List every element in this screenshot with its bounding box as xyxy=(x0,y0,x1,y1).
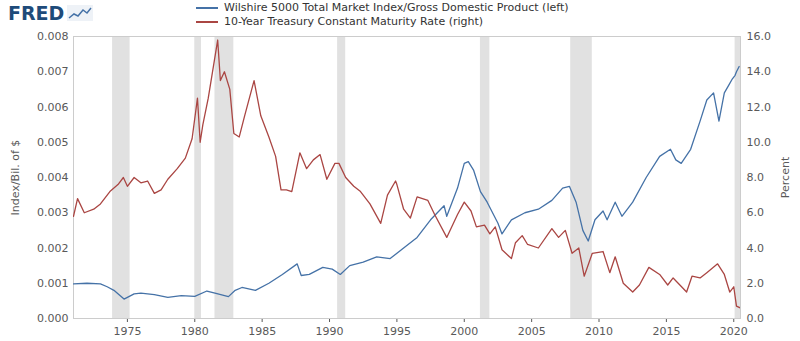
svg-text:16.0: 16.0 xyxy=(747,30,772,43)
svg-text:2020: 2020 xyxy=(720,325,748,338)
svg-text:2010: 2010 xyxy=(585,325,613,338)
svg-text:4.0: 4.0 xyxy=(747,242,765,255)
html-text:10-Year Treasury Constant Matu: 10-Year Treasury Constant Maturity Rate … xyxy=(224,15,484,28)
svg-text:0.008: 0.008 xyxy=(37,30,69,43)
svg-text:12.0: 12.0 xyxy=(747,101,772,114)
svg-text:0.006: 0.006 xyxy=(37,101,69,114)
svg-text:0.001: 0.001 xyxy=(37,277,69,290)
svg-text:0.000: 0.000 xyxy=(37,312,69,325)
svg-text:1980: 1980 xyxy=(181,325,209,338)
svg-text:1995: 1995 xyxy=(383,325,411,338)
svg-text:0.004: 0.004 xyxy=(37,171,69,184)
svg-text:0.002: 0.002 xyxy=(37,242,69,255)
svg-text:2.0: 2.0 xyxy=(747,277,765,290)
svg-text:10.0: 10.0 xyxy=(747,136,772,149)
svg-text:2000: 2000 xyxy=(450,325,478,338)
html-text:Wilshire 5000 Total Market Ind: Wilshire 5000 Total Market Index/Gross D… xyxy=(224,1,569,14)
svg-text:14.0: 14.0 xyxy=(747,65,772,78)
svg-text:1990: 1990 xyxy=(316,325,344,338)
html-text:FRED: FRED xyxy=(8,2,65,24)
svg-text:Percent: Percent xyxy=(779,156,792,198)
svg-text:Index/Bil. of $: Index/Bil. of $ xyxy=(9,140,22,216)
svg-text:1975: 1975 xyxy=(113,325,141,338)
svg-text:0.007: 0.007 xyxy=(37,65,69,78)
svg-text:0.0: 0.0 xyxy=(747,312,765,325)
svg-text:0.005: 0.005 xyxy=(37,136,69,149)
svg-text:6.0: 6.0 xyxy=(747,206,765,219)
svg-text:0.003: 0.003 xyxy=(37,206,69,219)
svg-text:2005: 2005 xyxy=(518,325,546,338)
svg-text:8.0: 8.0 xyxy=(747,171,765,184)
svg-text:1985: 1985 xyxy=(248,325,276,338)
svg-text:2015: 2015 xyxy=(652,325,680,338)
